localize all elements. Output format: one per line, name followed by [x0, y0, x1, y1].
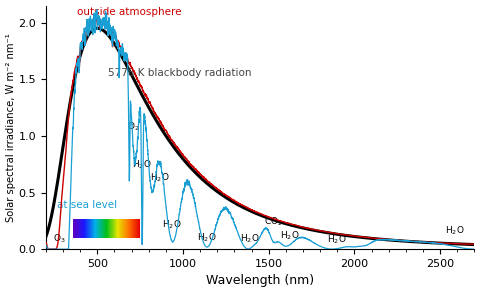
X-axis label: Wavelength (nm): Wavelength (nm): [206, 275, 314, 287]
Text: 5778 K blackbody radiation: 5778 K blackbody radiation: [108, 68, 251, 78]
Text: H$_2$O: H$_2$O: [150, 171, 170, 183]
Text: at sea level: at sea level: [57, 200, 117, 210]
Text: H$_2$O: H$_2$O: [240, 232, 259, 245]
Text: H$_2$O: H$_2$O: [132, 159, 151, 171]
Text: O$_2$: O$_2$: [127, 120, 140, 132]
Text: outside atmosphere: outside atmosphere: [77, 7, 181, 17]
Y-axis label: Solar spectral irradiance, W m⁻² nm⁻¹: Solar spectral irradiance, W m⁻² nm⁻¹: [6, 33, 15, 222]
Text: H$_2$O: H$_2$O: [327, 233, 347, 246]
Text: CO$_2$: CO$_2$: [264, 215, 283, 228]
Text: H$_2$O: H$_2$O: [197, 231, 216, 243]
Text: H$_2$O: H$_2$O: [445, 224, 465, 237]
Text: H$_2$O: H$_2$O: [280, 230, 300, 243]
Text: H$_2$O: H$_2$O: [162, 219, 182, 231]
Text: O$_3$: O$_3$: [53, 232, 65, 245]
